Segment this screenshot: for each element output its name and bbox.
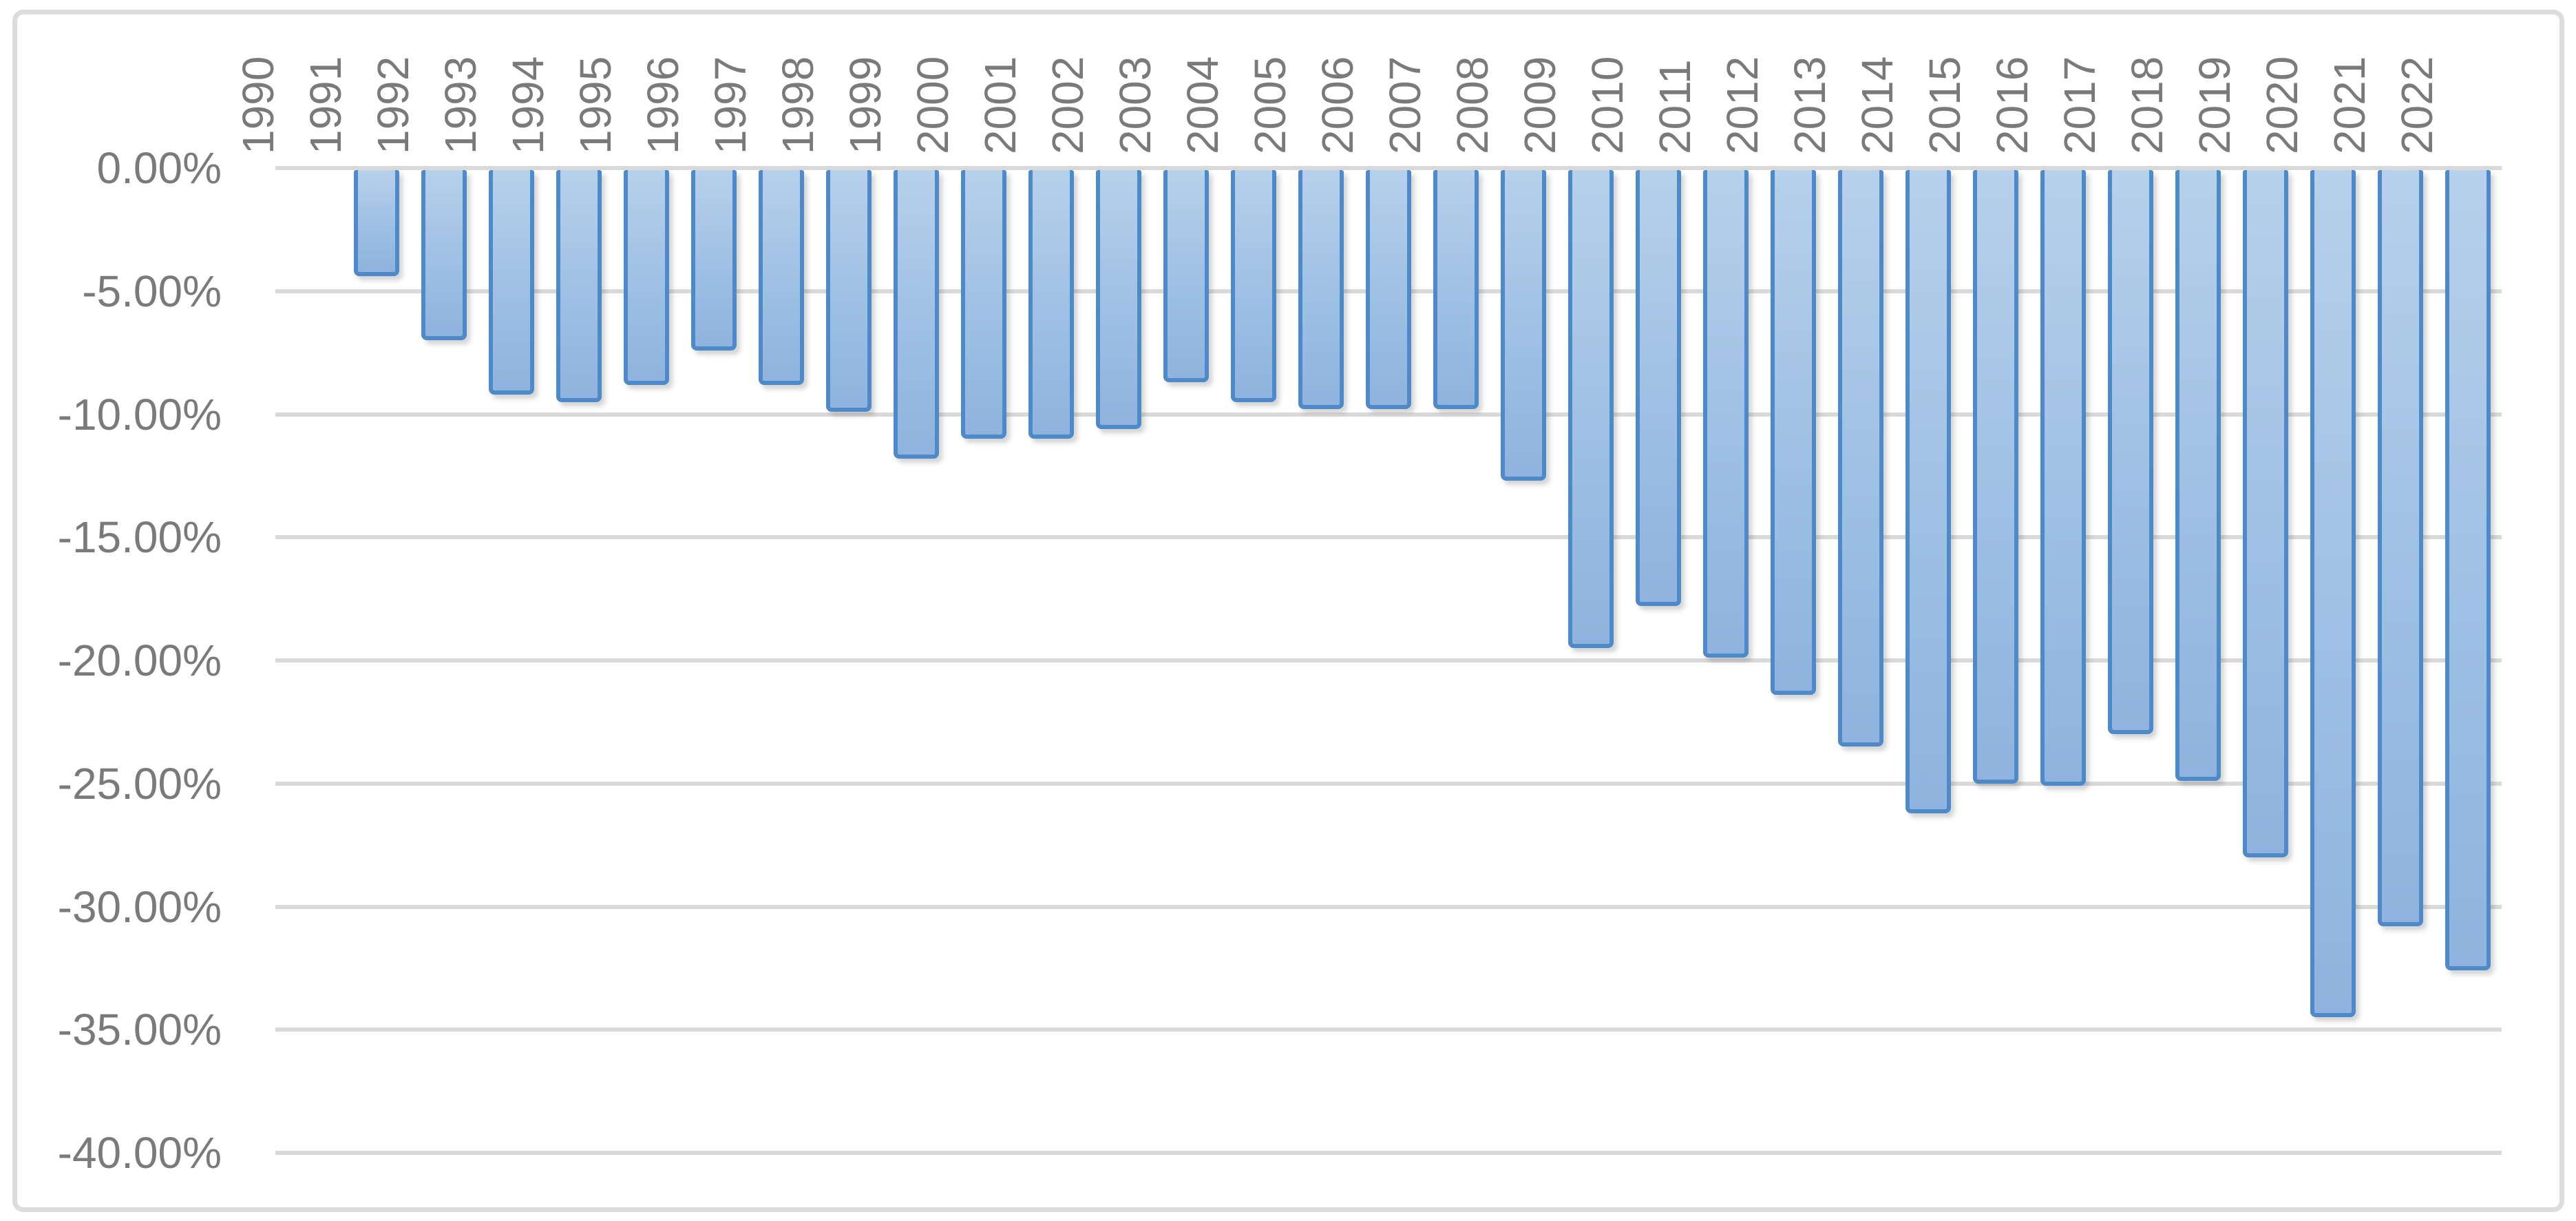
x-axis-tick-label-2018: 2018 [2122,56,2172,154]
bar-2012[interactable] [1771,170,1816,695]
y-axis-tick-label: -30.00% [57,881,222,932]
x-axis-tick-label-1997: 1997 [706,56,755,154]
y-axis-tick-label: -15.00% [57,512,222,563]
bar-2004[interactable] [1231,170,1276,402]
gridline--15.00% [275,535,2502,540]
bar-2007[interactable] [1433,170,1479,409]
y-axis-tick-label: -25.00% [57,758,222,808]
bar-2013[interactable] [1838,170,1883,747]
x-axis-tick-label-1996: 1996 [638,56,688,154]
bar-2016[interactable] [2040,170,2086,786]
bar-1999[interactable] [894,170,939,459]
gridline--10.00% [275,412,2502,417]
bar-2017[interactable] [2108,170,2153,734]
bar-2006[interactable] [1366,170,1411,409]
bar-2011[interactable] [1703,170,1749,658]
bar-2008[interactable] [1501,170,1546,481]
gridline--35.00% [275,1027,2502,1032]
gridline--20.00% [275,658,2502,662]
y-axis-tick-label: -5.00% [82,266,222,316]
bar-2002[interactable] [1096,170,1141,429]
y-axis-tick-label: -40.00% [57,1128,222,1178]
x-axis-tick-label-2019: 2019 [2190,56,2239,154]
x-axis-tick-label-1992: 1992 [368,56,418,154]
bar-1993[interactable] [489,170,534,395]
x-axis-tick-label-1991: 1991 [301,56,350,154]
bar-2009[interactable] [1568,170,1614,648]
x-axis-tick-label-2008: 2008 [1448,56,1497,154]
bar-2005[interactable] [1298,170,1344,409]
bar-2001[interactable] [1028,170,1074,439]
bar-2018[interactable] [2175,170,2221,781]
gridline--40.00% [275,1151,2502,1155]
bar-2014[interactable] [1905,170,1951,813]
x-axis-tick-label-2022: 2022 [2392,56,2442,154]
bar-2022[interactable] [2445,170,2491,970]
x-axis-tick-label-2013: 2013 [1785,56,1835,154]
x-axis-tick-label-2010: 2010 [1583,56,1632,154]
y-axis-tick-label: -10.00% [57,389,222,439]
x-axis-tick-label-1993: 1993 [436,56,485,154]
x-axis-tick-label-2004: 2004 [1178,56,1227,154]
x-axis-tick-label-2005: 2005 [1245,56,1295,154]
x-axis-tick-label-2014: 2014 [1852,56,1902,154]
bar-1998[interactable] [826,170,872,412]
x-axis-tick-label-1998: 1998 [773,56,823,154]
x-axis-tick-label-2001: 2001 [975,56,1025,154]
x-axis-tick-label-2002: 2002 [1043,56,1092,154]
x-axis-tick-label-2009: 2009 [1515,56,1565,154]
x-axis-tick-label-2015: 2015 [1920,56,1970,154]
x-axis-tick-label-2003: 2003 [1110,56,1160,154]
bar-2000[interactable] [961,170,1006,439]
x-axis-tick-label-2007: 2007 [1380,56,1430,154]
x-axis-tick-label-2011: 2011 [1650,59,1700,154]
bar-1991[interactable] [354,170,399,276]
bar-1994[interactable] [556,170,602,402]
x-axis-tick-label-1990: 1990 [233,56,283,154]
bar-2003[interactable] [1163,170,1209,382]
gridline--30.00% [275,904,2502,909]
bar-2019[interactable] [2243,170,2288,857]
y-axis-tick-label: -20.00% [57,636,222,685]
bar-2021[interactable] [2378,170,2423,926]
bar-1995[interactable] [624,170,669,385]
x-axis-tick-label-2020: 2020 [2257,56,2307,154]
x-axis-tick-label-1994: 1994 [503,56,553,154]
x-axis-tick-label-2006: 2006 [1313,56,1362,154]
x-axis-tick-label-2021: 2021 [2325,56,2374,154]
y-axis-tick-label: 0.00% [96,143,222,193]
gridline--25.00% [275,781,2502,786]
x-axis-tick-label-1995: 1995 [571,56,620,154]
bar-2015[interactable] [1973,170,2018,784]
bar-2010[interactable] [1636,170,1681,606]
y-axis-tick-label: -35.00% [57,1005,222,1055]
bar-1997[interactable] [759,170,804,385]
gridline-0.00% [275,166,2502,170]
x-axis-tick-label-2000: 2000 [908,56,958,154]
x-axis-tick-label-2017: 2017 [2055,56,2104,154]
bar-2020[interactable] [2310,170,2356,1017]
x-axis-tick-label-1999: 1999 [841,56,890,154]
bar-1996[interactable] [691,170,737,351]
x-axis-tick-label-2012: 2012 [1718,56,1767,154]
x-axis-tick-label-2016: 2016 [1987,56,2037,154]
bar-1992[interactable] [421,170,467,340]
